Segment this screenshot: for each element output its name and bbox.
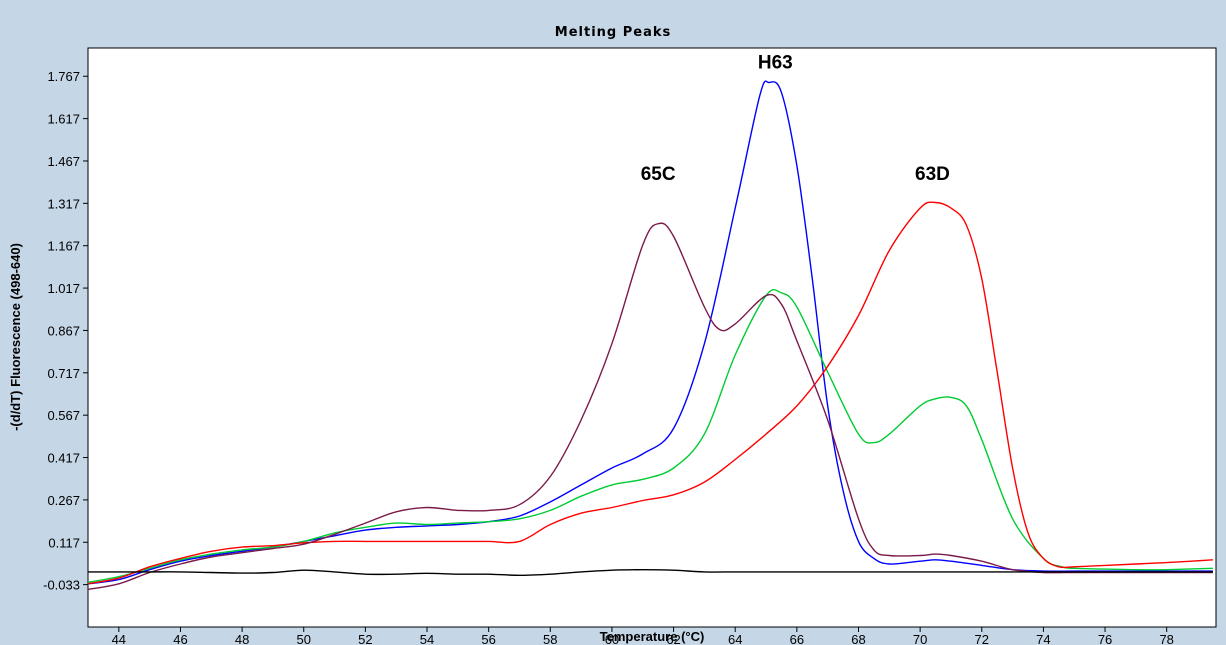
chart-title: Melting Peaks [555, 25, 671, 40]
annotation-layer: 65C H63 63D [641, 52, 950, 185]
y-tick-label: 0.117 [48, 535, 80, 550]
x-tick-label: 58 [543, 632, 557, 645]
x-tick-label: 78 [1159, 632, 1173, 645]
y-tick-label: 1.017 [47, 281, 80, 296]
plot-area [87, 47, 1217, 628]
y-tick-label: 1.317 [47, 196, 80, 211]
y-tick-label: 1.767 [47, 69, 80, 84]
y-tick-label: 0.567 [47, 408, 80, 423]
x-tick-label: 60 [605, 632, 619, 645]
series-line-4 [88, 568, 1213, 577]
series-line-3 [87, 222, 1213, 591]
y-tick-label: 1.467 [47, 154, 80, 169]
x-tick-label: 50 [297, 632, 311, 645]
x-tick-label: 72 [975, 632, 989, 645]
peak-annotation: 65C [641, 164, 676, 185]
series-line-1 [87, 288, 1213, 584]
x-tick-label: 56 [481, 632, 495, 645]
x-tick-label: 64 [728, 632, 742, 645]
y-tick-label: 1.617 [47, 112, 80, 127]
x-tick-label: 52 [358, 632, 372, 645]
x-tick-label: 62 [666, 632, 680, 645]
x-tick-label: 68 [851, 632, 865, 645]
y-tick-label: 0.417 [47, 451, 80, 466]
y-tick-label: 0.267 [47, 493, 80, 508]
peak-annotation: H63 [758, 52, 793, 73]
x-tick-label: 70 [913, 632, 927, 645]
x-tick-label: 66 [790, 632, 804, 645]
series-layer [87, 80, 1213, 591]
peak-annotation: 63D [915, 164, 950, 185]
x-tick-label: 74 [1036, 632, 1050, 645]
x-axis-label: Temperature (°C) [600, 629, 705, 644]
y-tick-label: 0.867 [47, 323, 80, 338]
x-tick-label: 48 [235, 632, 249, 645]
y-axis-ticks: -0.033 0.117 0.267 0.417 0.567 0.717 0.867 1.01… [43, 69, 88, 593]
y-tick-label: 1.167 [47, 239, 80, 254]
x-tick-label: 54 [420, 632, 434, 645]
x-tick-label: 46 [173, 632, 187, 645]
x-tick-label: 76 [1098, 632, 1112, 645]
y-tick-label: 0.717 [47, 366, 80, 381]
y-axis-label: -(d/dT) Fluorescence (498-640) [8, 243, 23, 431]
x-axis-ticks: 44 46 48 50 52 54 56 58 60 62 64 66 68 70 72 74 76 78 [112, 627, 1174, 645]
x-tick-label: 44 [112, 632, 126, 645]
y-tick-label: -0.033 [43, 578, 80, 593]
series-line-2 [87, 201, 1213, 585]
